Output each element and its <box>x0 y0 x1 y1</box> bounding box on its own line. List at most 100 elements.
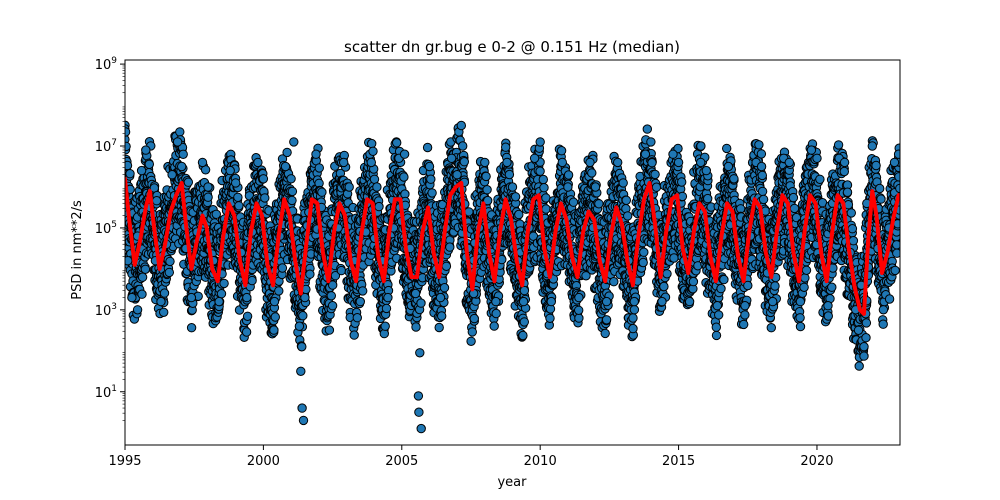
scatter-point <box>740 310 750 320</box>
scatter-point <box>247 275 257 286</box>
scatter-point <box>518 330 528 341</box>
scatter-point <box>482 185 492 195</box>
chart-title: scatter dn gr.bug e 0-2 @ 0.151 Hz (medi… <box>344 38 680 56</box>
scatter-point <box>538 174 548 185</box>
scatter-point <box>392 138 402 148</box>
scatter-point <box>132 305 143 315</box>
scatter-point <box>556 146 567 156</box>
scatter-point <box>260 193 270 203</box>
scatter-point <box>628 313 638 323</box>
scatter-point <box>688 276 699 287</box>
scatter-point <box>466 336 476 346</box>
scatter-point <box>125 141 131 152</box>
scatter-point <box>445 242 455 252</box>
scatter-point <box>140 264 151 274</box>
scatter-point <box>489 321 499 331</box>
scatter-point <box>234 201 244 211</box>
scatter-point <box>314 163 324 173</box>
scatter-point <box>739 319 749 330</box>
scatter-point <box>642 124 652 134</box>
scatter-point <box>519 317 529 327</box>
scatter-point <box>186 323 197 333</box>
scatter-point <box>621 195 631 206</box>
scatter-point <box>368 146 378 157</box>
scatter-point <box>514 209 524 220</box>
scatter-point <box>159 307 169 317</box>
scatter-point <box>183 177 194 187</box>
scatter-point <box>178 149 188 160</box>
scatter-point <box>719 274 729 285</box>
scatter-point <box>175 127 185 137</box>
scatter-point <box>541 204 551 214</box>
scatter-point <box>629 305 640 315</box>
scatter-point <box>165 256 175 267</box>
scatter-point <box>467 327 477 337</box>
scatter-point <box>137 289 147 299</box>
scatter-point <box>324 325 335 335</box>
scatter-point <box>297 342 307 352</box>
scatter-point <box>441 261 452 271</box>
scatter-point <box>317 187 327 197</box>
scatter-point <box>563 170 574 180</box>
scatter-point <box>535 166 545 176</box>
scatter-point <box>574 305 584 315</box>
scatter-point <box>287 186 298 197</box>
scatter-point <box>481 171 491 182</box>
scatter-point <box>269 325 279 335</box>
scatter-point <box>504 169 515 180</box>
scatter-point <box>638 257 648 268</box>
scatter-series <box>125 120 900 434</box>
scatter-point <box>241 327 252 337</box>
scatter-point <box>411 322 421 332</box>
scatter-point <box>574 313 584 323</box>
scatter-point <box>336 265 347 276</box>
scatter-point <box>381 303 392 314</box>
scatter-point <box>326 291 336 301</box>
scatter-point <box>711 330 722 341</box>
scatter-point <box>287 195 297 206</box>
scatter-point <box>639 247 649 257</box>
scatter-point <box>277 263 288 273</box>
scatter-point <box>427 188 437 198</box>
scatter-point <box>669 253 679 263</box>
scatter-point <box>519 285 530 296</box>
scatter-point <box>211 209 222 220</box>
scatter-point <box>416 298 426 308</box>
scatter-point <box>298 311 308 321</box>
scatter-point <box>374 201 384 212</box>
scatter-point <box>659 281 669 292</box>
scatter-point <box>352 313 362 323</box>
scatter-point <box>545 313 555 323</box>
scatter-point <box>650 169 660 180</box>
scatter-point <box>651 182 662 192</box>
scatter-point <box>628 323 638 334</box>
scatter-point <box>469 313 479 324</box>
scatter-point <box>677 177 687 187</box>
scatter-point <box>491 308 501 319</box>
scatter-point <box>456 120 466 131</box>
scatter-point <box>609 277 619 287</box>
scatter-point <box>349 330 359 340</box>
scatter-point <box>369 174 380 185</box>
scatter-point <box>358 286 368 296</box>
scatter-point <box>242 311 253 321</box>
scatter-point <box>125 169 135 179</box>
scatter-point <box>137 272 148 282</box>
scatter-point <box>203 192 213 202</box>
scatter-point <box>305 269 315 279</box>
scatter-point <box>623 211 633 221</box>
scatter-point <box>587 168 597 178</box>
scatter-point <box>459 157 469 167</box>
scatter-point <box>703 193 713 204</box>
scatter-point <box>144 159 155 170</box>
scatter-point <box>434 322 444 333</box>
scatter-point <box>422 142 433 153</box>
scatter-point <box>696 141 706 151</box>
scatter-point <box>437 311 447 321</box>
scatter-point <box>722 143 732 154</box>
scatter-point <box>439 283 450 293</box>
scatter-point <box>216 289 227 299</box>
scatter-point <box>711 322 721 332</box>
plot-area <box>125 120 900 434</box>
